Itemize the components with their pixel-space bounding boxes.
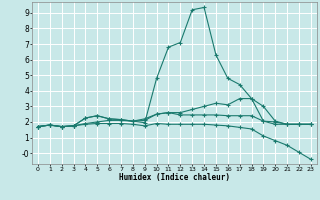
X-axis label: Humidex (Indice chaleur): Humidex (Indice chaleur) [119,173,230,182]
